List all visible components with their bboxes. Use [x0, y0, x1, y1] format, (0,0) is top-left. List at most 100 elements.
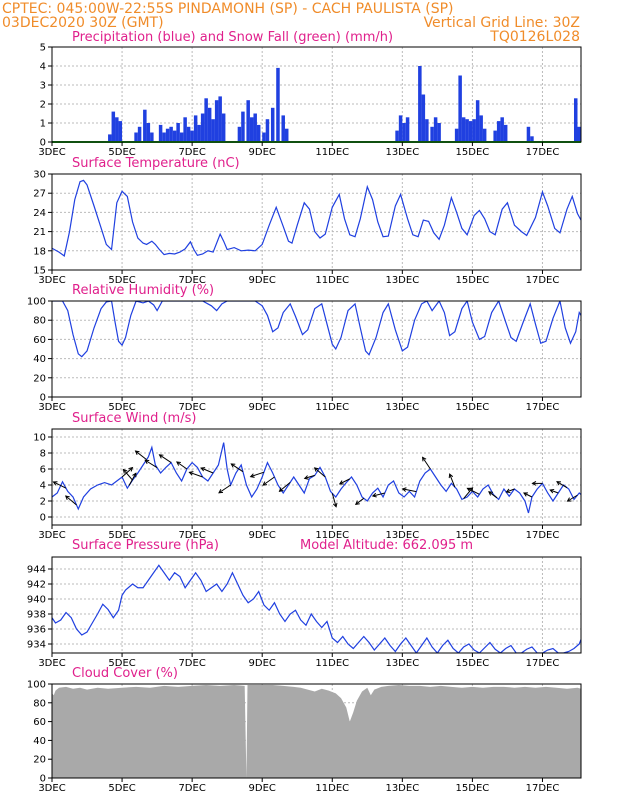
precip-bar: [530, 136, 534, 142]
precip-bar: [200, 113, 205, 142]
wind-arrow-head: [523, 492, 528, 497]
temperature-ytick-label: 24: [33, 208, 46, 219]
precip-ytick-label: 4: [40, 62, 46, 73]
temperature-xtick-label: 7DEC: [178, 275, 205, 286]
wind-arrow-head: [144, 459, 150, 464]
temperature-xtick-label: 11DEC: [315, 275, 349, 286]
wind-arrow-head: [128, 466, 134, 472]
cloud-xtick-label: 7DEC: [178, 783, 205, 794]
precip-bar: [526, 126, 531, 142]
precip-bar: [503, 124, 508, 142]
wind-arrow-shaft: [65, 495, 77, 506]
wind-arrow-head: [230, 463, 236, 468]
pressure-xtick-label: 3DEC: [38, 658, 65, 669]
humidity-xtick-label: 7DEC: [178, 402, 205, 413]
wind-arrow-head: [122, 468, 128, 474]
precip-bar: [165, 128, 170, 142]
wind-arrow-head: [488, 491, 493, 496]
wind-ytick-label: 10: [33, 433, 46, 444]
wind-xtick-label: 5DEC: [108, 530, 135, 541]
model-altitude: Model Altitude: 662.095 m: [300, 538, 474, 553]
precip-ytick-label: 2: [40, 100, 46, 111]
wind-arrow-shaft: [250, 471, 265, 478]
wind-arrow-shaft: [523, 492, 533, 498]
wind-arrow-shaft: [422, 457, 431, 470]
wind-ytick-label: 4: [40, 481, 46, 492]
humidity-ytick-label: 80: [33, 316, 46, 327]
precip-bar: [405, 117, 410, 142]
wind-arrow-shaft: [218, 484, 231, 494]
precip-bar: [421, 94, 426, 142]
precip-xtick-label: 9DEC: [249, 147, 276, 158]
wind-arrow-shaft: [550, 489, 559, 494]
cloud-frame: [51, 683, 582, 779]
precip-bar: [265, 119, 270, 142]
wind-arrow-shaft: [449, 473, 456, 488]
pressure-ytick-label: 934: [27, 640, 46, 651]
pressure-xtick-label: 5DEC: [108, 658, 135, 669]
precip-ytick-label: 5: [40, 43, 46, 54]
precip-bar: [418, 66, 422, 142]
pressure-ytick-label: 944: [27, 565, 46, 576]
wind-arrow-shaft: [159, 454, 172, 464]
pressure-line: [52, 564, 581, 653]
wind-xtick-label: 15DEC: [456, 530, 490, 541]
humidity-title: Relative Humidity (%): [72, 283, 215, 298]
pressure-ytick-label: 938: [27, 610, 46, 621]
precip-bar: [111, 111, 116, 142]
wind-arrow-head: [448, 473, 454, 479]
precip-xtick-label: 13DEC: [385, 147, 419, 158]
wind-arrow-head: [549, 488, 555, 494]
wind-arrow-head: [566, 497, 572, 502]
humidity-xtick-label: 13DEC: [385, 402, 419, 413]
precip-bar: [500, 117, 504, 142]
precip-bar: [162, 132, 166, 142]
wind-arrow-shaft: [372, 492, 385, 497]
precip-ytick-label: 3: [40, 81, 46, 92]
precip-bar: [137, 126, 142, 142]
precip-bar: [475, 100, 480, 142]
pressure-xtick-label: 11DEC: [315, 658, 349, 669]
wind-arrow-shaft: [402, 488, 417, 493]
precip-bar: [214, 100, 219, 142]
header-grid-note: Vertical Grid Line: 30Z: [423, 15, 580, 31]
precip-frame: [51, 46, 582, 143]
precip-bar: [207, 107, 212, 142]
wind-arrow-head: [52, 481, 58, 486]
wind-arrow-shaft: [279, 481, 291, 492]
precip-bar: [237, 126, 242, 142]
precip-ytick-label: 1: [40, 119, 46, 130]
wind-arrow-head: [218, 488, 224, 494]
cloud-xtick-label: 11DEC: [315, 783, 349, 794]
precip-bar: [179, 132, 184, 142]
precip-bar: [150, 132, 154, 142]
precip-bar: [468, 121, 473, 142]
precip-bar: [573, 98, 578, 142]
wind-arrow-shaft: [331, 493, 337, 507]
wind-arrow-head: [249, 473, 255, 478]
wind-arrow-head: [531, 481, 537, 486]
precip-bar: [241, 111, 245, 142]
humidity-frame: [51, 300, 582, 398]
wind-arrow-head: [158, 454, 164, 459]
precip-bar: [172, 130, 177, 142]
wind-arrow-shaft: [189, 471, 203, 478]
wind-arrow-shaft: [144, 459, 158, 469]
precip-bar: [143, 109, 147, 142]
wind-arrow-shaft: [339, 478, 351, 485]
temperature-xtick-label: 13DEC: [385, 275, 419, 286]
precip-bar: [249, 117, 254, 142]
header-date: 03DEC2020 30Z (GMT): [2, 15, 164, 31]
humidity-line: [52, 301, 581, 358]
precip-bar: [398, 115, 403, 142]
temperature-xtick-label: 5DEC: [108, 275, 135, 286]
humidity-ytick-label: 20: [33, 373, 46, 384]
wind-xtick-label: 11DEC: [315, 530, 349, 541]
wind-arrow-head: [505, 488, 511, 494]
temperature-ytick-label: 21: [33, 227, 46, 238]
precip-bar: [256, 124, 261, 142]
humidity-xtick-label: 17DEC: [526, 402, 560, 413]
precip-xtick-label: 7DEC: [178, 147, 205, 158]
precip-bar: [577, 126, 581, 142]
wind-arrow-shaft: [231, 463, 244, 473]
